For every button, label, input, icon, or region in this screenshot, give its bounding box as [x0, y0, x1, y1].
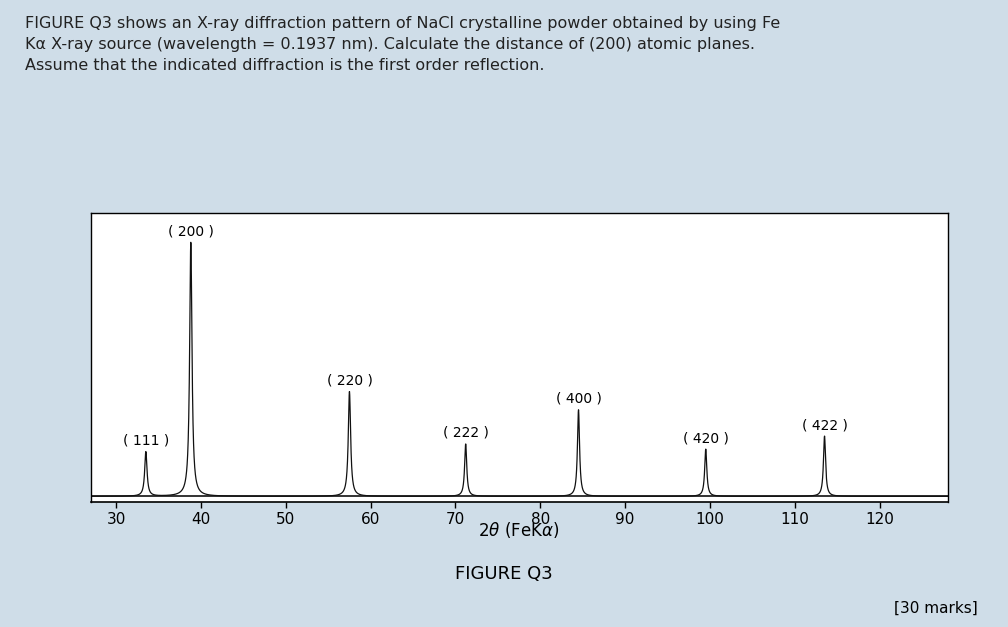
- Text: ( 420 ): ( 420 ): [682, 431, 729, 445]
- Text: FIGURE Q3: FIGURE Q3: [456, 565, 552, 582]
- Text: ( 222 ): ( 222 ): [443, 426, 489, 440]
- Text: FIGURE Q3 shows an X-ray diffraction pattern of NaCl crystalline powder obtained: FIGURE Q3 shows an X-ray diffraction pat…: [25, 16, 780, 73]
- Text: ( 111 ): ( 111 ): [123, 434, 169, 448]
- Text: 2$\it{\theta}$ (FeK$\it{\alpha}$): 2$\it{\theta}$ (FeK$\it{\alpha}$): [479, 520, 559, 540]
- Text: ( 422 ): ( 422 ): [801, 418, 848, 432]
- Text: ( 200 ): ( 200 ): [168, 224, 214, 238]
- Text: ( 400 ): ( 400 ): [555, 392, 602, 406]
- Text: [30 marks]: [30 marks]: [894, 601, 978, 616]
- Text: ( 220 ): ( 220 ): [327, 374, 372, 387]
